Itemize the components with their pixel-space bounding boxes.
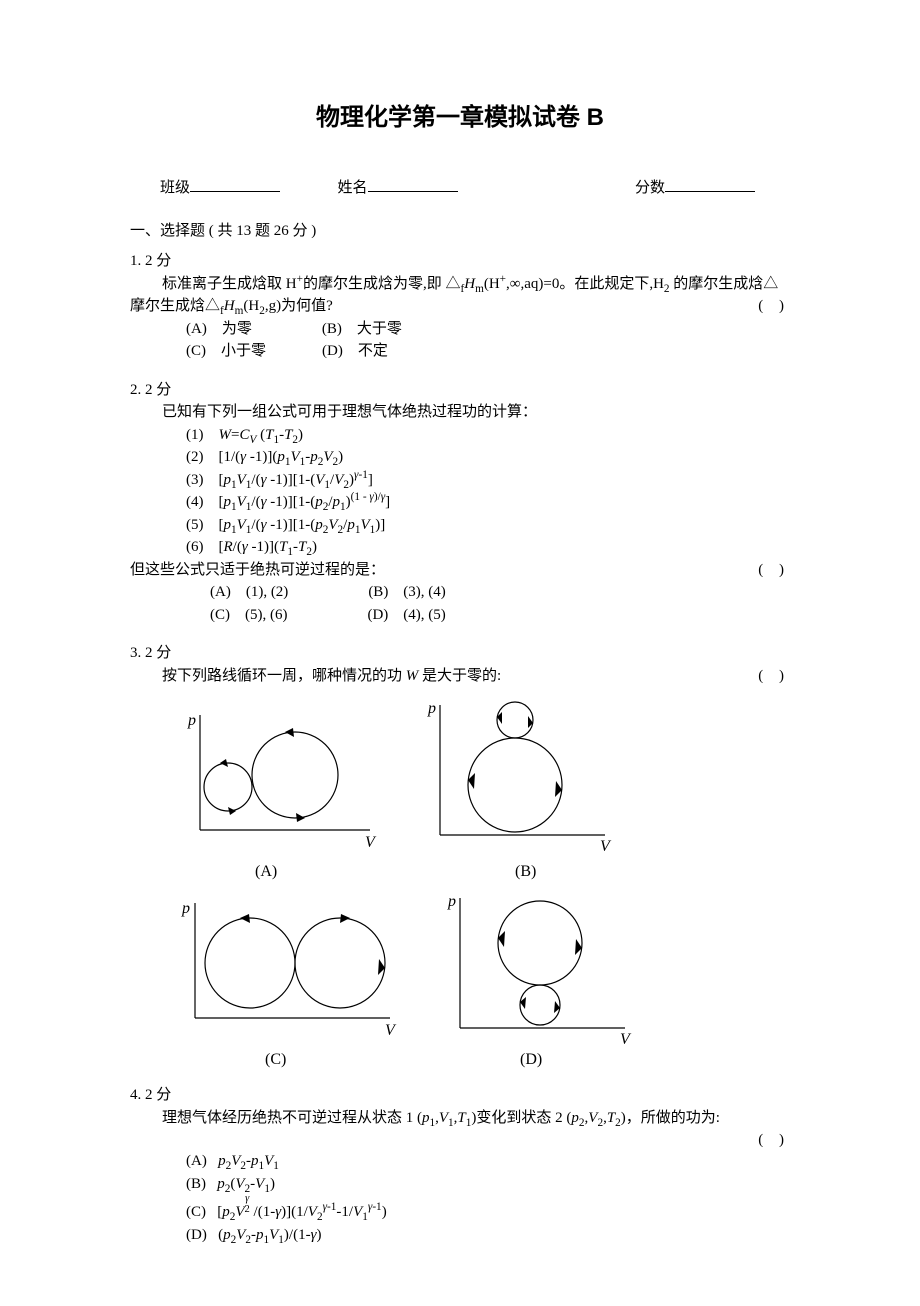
- q2-num: 2. 2 分: [130, 379, 790, 402]
- diag-b-label: (B): [420, 860, 620, 884]
- q1-opt-c: (C) 小于零: [186, 343, 266, 359]
- diag-c-label: (C): [170, 1048, 410, 1072]
- q2-f5: (5) [p1V1/(γ -1)][1-(p2V2/p1V1)]: [186, 514, 790, 537]
- question-4: 4. 2 分 理想气体经历绝热不可逆过程从状态 1 (p1,V1,T1)变化到状…: [130, 1084, 790, 1246]
- q2-f1: (1) W=CV (T1-T2): [186, 424, 790, 447]
- q4-num: 4. 2 分: [130, 1084, 790, 1107]
- q2-opt-d: (D) (4), (5): [367, 607, 445, 623]
- q2-f3: (3) [p1V1/(γ -1)][1-(V1/V2)γ-1]: [186, 469, 790, 492]
- q4-opt-b: (B) p2(V2-V1): [186, 1173, 790, 1196]
- q1-num: 1. 2 分: [130, 250, 790, 273]
- diagram-a: p V (A): [170, 695, 390, 884]
- diagram-b: p V (B): [420, 695, 620, 884]
- axis-p: p: [187, 712, 196, 729]
- q3-diagrams: p V (A): [170, 695, 790, 1072]
- svg-text:V: V: [600, 838, 612, 855]
- q2-options: (A) (1), (2) (B) (3), (4) (C) (5), (6) (D)…: [130, 581, 790, 626]
- q2-intro: 已知有下列一组公式可用于理想气体绝热过程功的计算：: [130, 401, 790, 424]
- q4-opt-a: (A) p2V2-p1V1: [186, 1150, 790, 1173]
- q1-opt-a: (A) 为零: [186, 321, 252, 337]
- diag-d-label: (D): [440, 1048, 640, 1072]
- name-label: 姓名: [338, 176, 458, 200]
- diag-a-label: (A): [170, 860, 390, 884]
- score-label: 分数: [635, 176, 755, 200]
- header-row: 班级 姓名 分数: [130, 176, 790, 200]
- diagram-d: p V (D): [440, 888, 640, 1072]
- svg-text:p: p: [181, 900, 190, 917]
- svg-text:V: V: [385, 1022, 397, 1039]
- q2-opt-a: (A) (1), (2): [210, 584, 288, 600]
- q4-opt-d: (D) (p2V2-p1V1)/(1-γ): [186, 1224, 790, 1247]
- axis-v: V: [365, 834, 377, 851]
- q1-text-line2: 摩尔生成焓△fHm(H2,g)为何值? ( ): [130, 295, 790, 318]
- answer-paren: ( ): [758, 665, 790, 688]
- svg-text:V: V: [620, 1031, 632, 1048]
- q2-f6: (6) [R/(γ -1)](T1-T2): [186, 536, 790, 559]
- diagram-c: p V (C): [170, 888, 410, 1072]
- q2-f2: (2) [1/(γ -1)](p1V1-p2V2): [186, 446, 790, 469]
- answer-paren: ( ): [758, 295, 790, 318]
- page-title: 物理化学第一章模拟试卷 B: [130, 100, 790, 136]
- q1-opt-d: (D) 不定: [322, 343, 388, 359]
- question-3: 3. 2 分 按下列路线循环一周，哪种情况的功 W 是大于零的: ( ) p V: [130, 642, 790, 1072]
- q2-opt-b: (B) (3), (4): [368, 584, 445, 600]
- q4-text: 理想气体经历绝热不可逆过程从状态 1 (p1,V1,T1)变化到状态 2 (p2…: [130, 1107, 790, 1130]
- q4-opt-c: (C) [p2Vγ2 /(1-γ)](1/V2γ-1-1/V1γ-1): [186, 1201, 790, 1224]
- q2-formulas: (1) W=CV (T1-T2) (2) [1/(γ -1)](p1V1-p2V…: [130, 424, 790, 559]
- q2-closing: 但这些公式只适于绝热可逆过程的是： ( ): [130, 559, 790, 582]
- q3-text: 按下列路线循环一周，哪种情况的功 W 是大于零的: ( ): [130, 665, 790, 688]
- section-heading: 一、选择题 ( 共 13 题 26 分 ): [130, 220, 790, 243]
- question-1: 1. 2 分 标准离子生成焓取 H+的摩尔生成焓为零,即 △fHm(H+,∞,a…: [130, 250, 790, 363]
- svg-text:p: p: [447, 893, 456, 910]
- q4-options: (A) p2V2-p1V1 (B) p2(V2-V1) (C) [p2Vγ2 /…: [130, 1150, 790, 1246]
- q1-text: 标准离子生成焓取 H+的摩尔生成焓为零,即 △fHm(H+,∞,aq)=0。在此…: [130, 273, 790, 296]
- question-2: 2. 2 分 已知有下列一组公式可用于理想气体绝热过程功的计算： (1) W=C…: [130, 379, 790, 627]
- q1-options: (A) 为零 (B) 大于零 (C) 小于零 (D) 不定: [130, 318, 790, 363]
- q2-opt-c: (C) (5), (6): [210, 607, 287, 623]
- q3-num: 3. 2 分: [130, 642, 790, 665]
- answer-paren: ( ): [758, 1129, 790, 1152]
- q2-f4: (4) [p1V1/(γ -1)][1-(p2/p1)(1 - γ)/γ]: [186, 491, 790, 514]
- svg-text:p: p: [427, 700, 436, 717]
- answer-paren: ( ): [758, 559, 790, 582]
- q1-opt-b: (B) 大于零: [322, 321, 402, 337]
- class-label: 班级: [160, 176, 280, 200]
